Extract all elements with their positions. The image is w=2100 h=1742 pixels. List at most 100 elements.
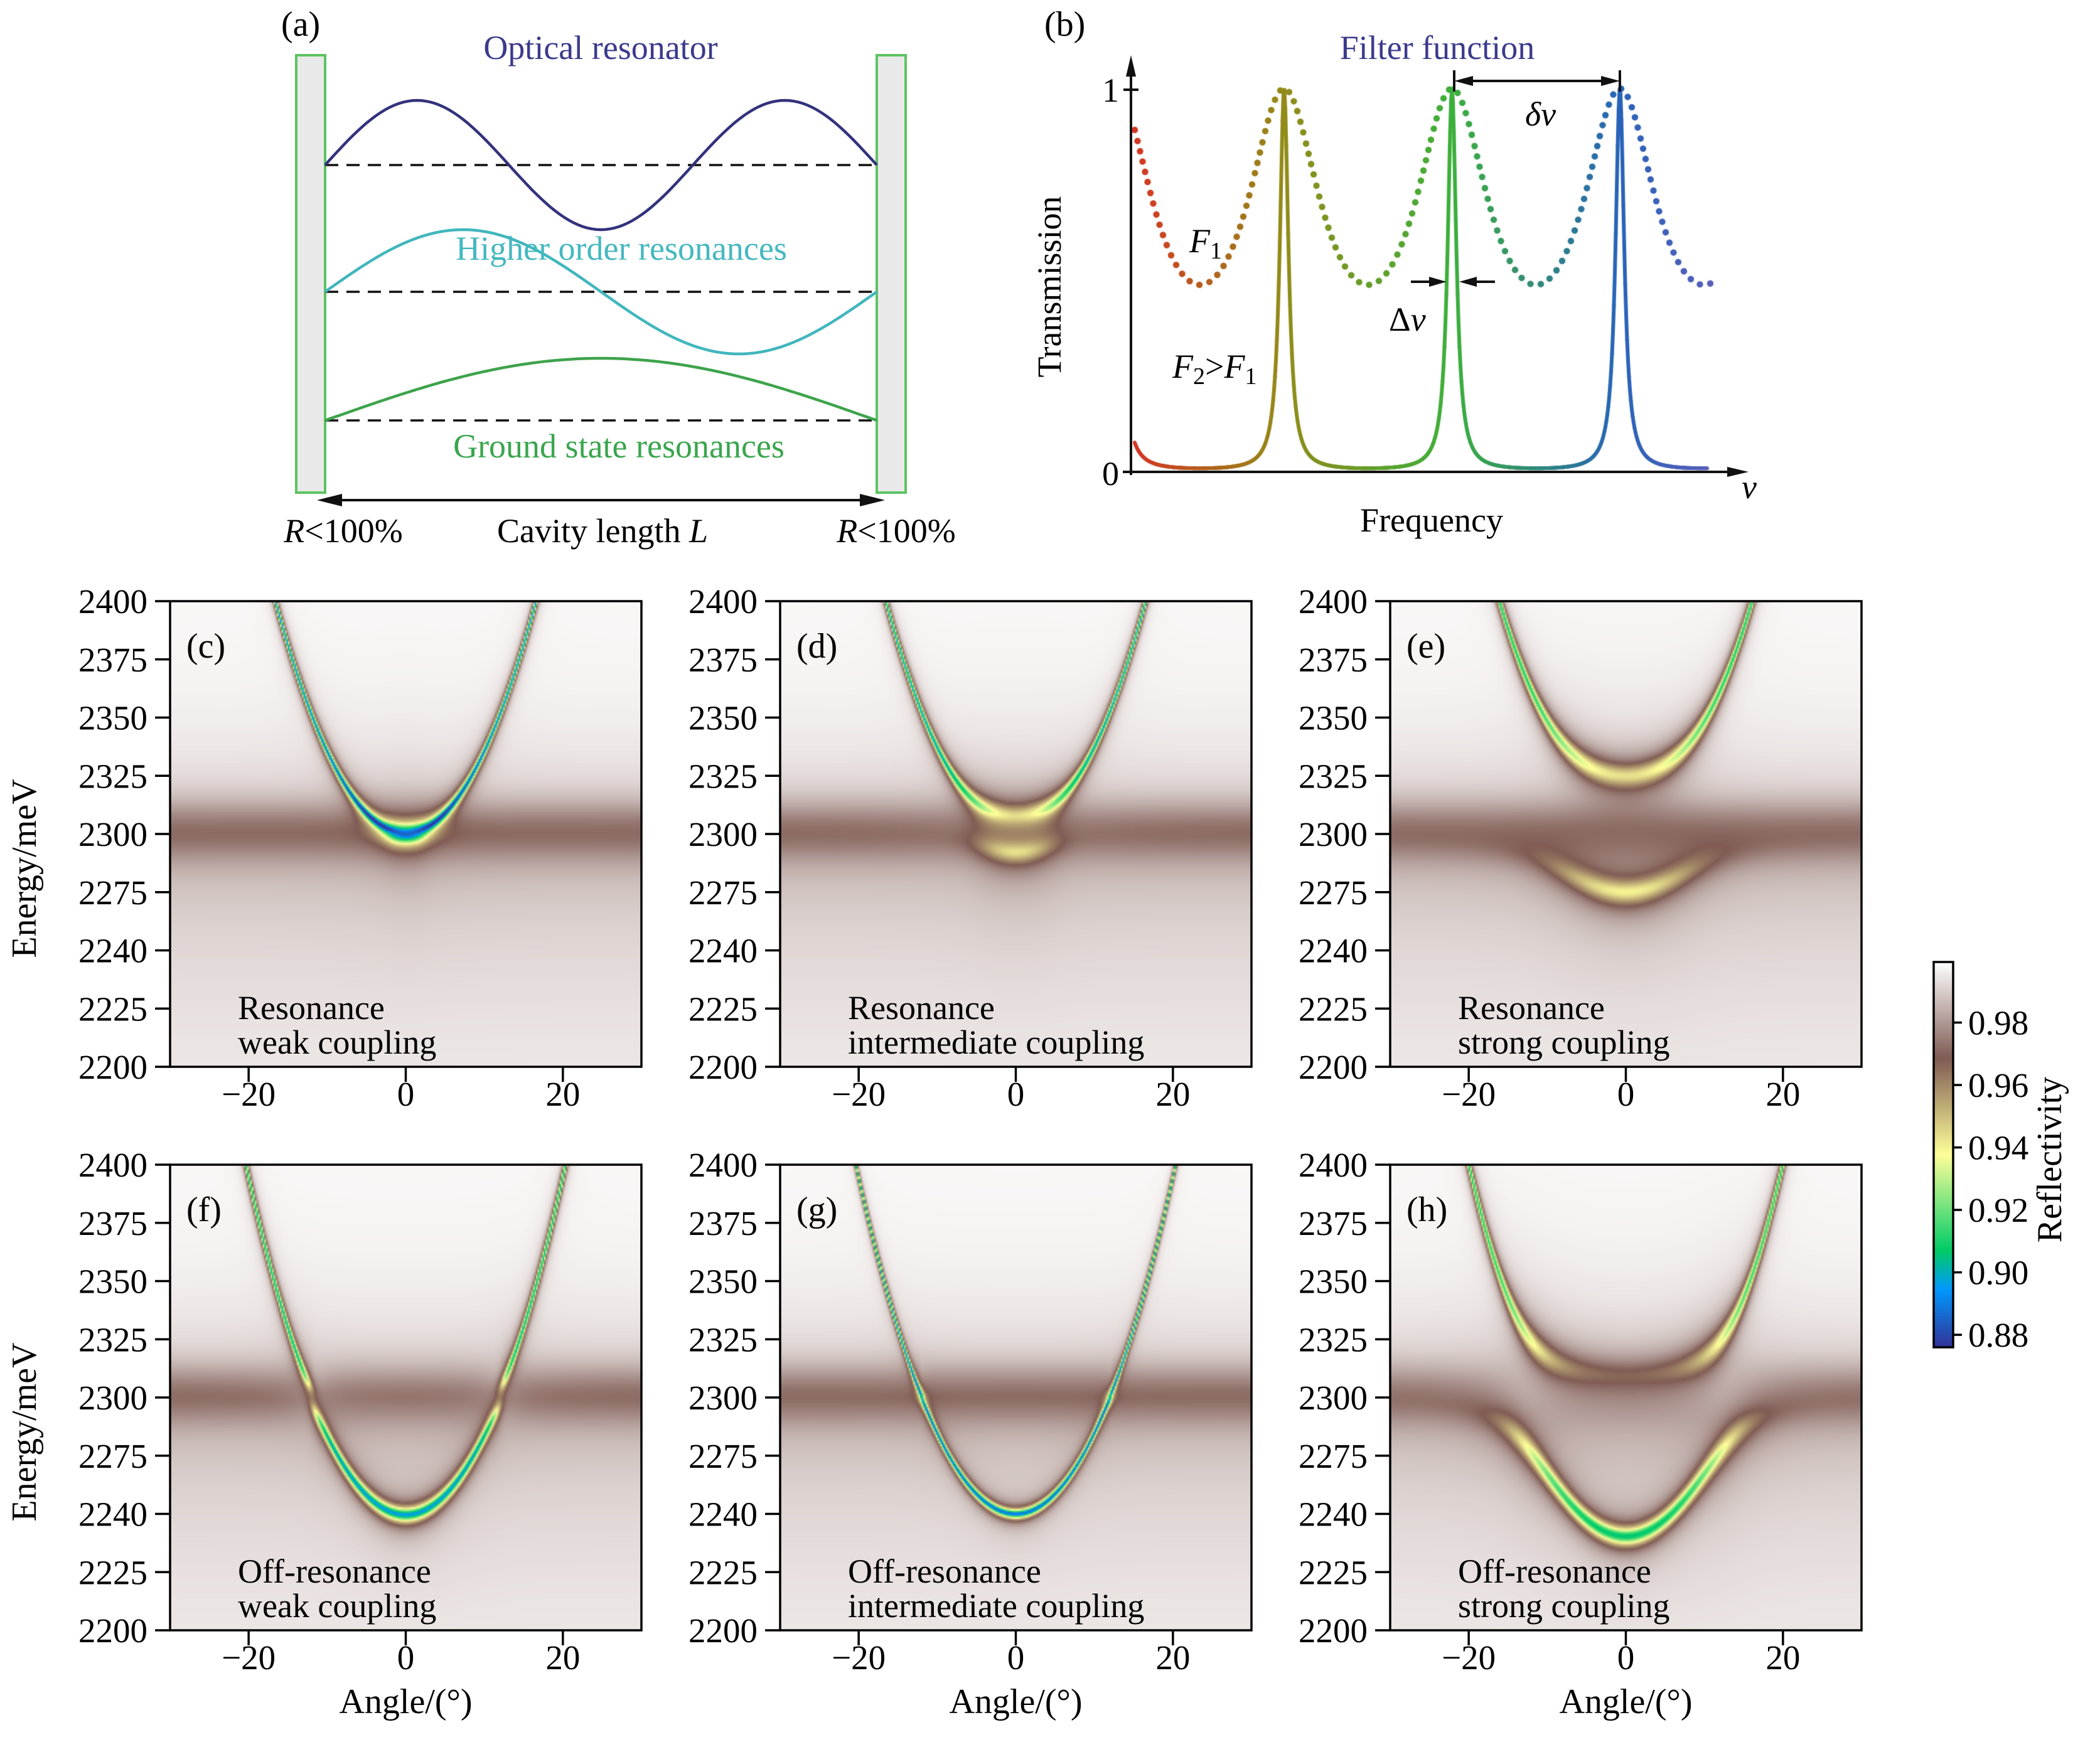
svg-text:2240: 2240 bbox=[688, 1495, 758, 1534]
svg-text:Off-resonance: Off-resonance bbox=[238, 1552, 431, 1590]
svg-text:2225: 2225 bbox=[1299, 1553, 1368, 1591]
svg-text:2275: 2275 bbox=[1299, 1437, 1368, 1475]
svg-text:2325: 2325 bbox=[1299, 757, 1368, 795]
svg-text:2325: 2325 bbox=[1299, 1320, 1368, 1359]
svg-text:Energy/meV: Energy/meV bbox=[5, 779, 44, 958]
svg-text:2240: 2240 bbox=[78, 932, 147, 970]
svg-text:(c): (c) bbox=[186, 627, 225, 666]
svg-text:20: 20 bbox=[545, 1638, 580, 1677]
svg-text:2300: 2300 bbox=[1299, 815, 1368, 853]
svg-text:0.88: 0.88 bbox=[1968, 1316, 2028, 1354]
svg-text:2325: 2325 bbox=[78, 757, 147, 795]
svg-text:0: 0 bbox=[1617, 1638, 1635, 1677]
svg-text:2225: 2225 bbox=[688, 990, 758, 1028]
svg-text:0.94: 0.94 bbox=[1968, 1129, 2028, 1167]
svg-text:20: 20 bbox=[1155, 1638, 1190, 1677]
svg-text:2240: 2240 bbox=[1299, 1495, 1368, 1534]
svg-text:Filter function: Filter function bbox=[1340, 29, 1535, 67]
svg-text:(g): (g) bbox=[796, 1190, 837, 1229]
svg-text:2375: 2375 bbox=[688, 641, 758, 679]
svg-text:0: 0 bbox=[1102, 455, 1119, 493]
svg-text:2400: 2400 bbox=[1299, 582, 1368, 621]
svg-text:2375: 2375 bbox=[78, 1204, 147, 1242]
svg-text:0.98: 0.98 bbox=[1968, 1004, 2028, 1042]
svg-text:strong coupling: strong coupling bbox=[1458, 1587, 1669, 1625]
svg-text:−20: −20 bbox=[222, 1638, 276, 1677]
svg-text:Resonance: Resonance bbox=[848, 989, 995, 1027]
svg-text:2375: 2375 bbox=[78, 641, 147, 679]
svg-text:−20: −20 bbox=[1442, 1075, 1496, 1113]
svg-text:F1: F1 bbox=[1189, 222, 1222, 264]
svg-text:2350: 2350 bbox=[78, 1263, 147, 1301]
svg-text:2275: 2275 bbox=[1299, 874, 1368, 912]
svg-text:−20: −20 bbox=[222, 1075, 276, 1113]
svg-text:Angle/(°): Angle/(°) bbox=[339, 1682, 472, 1721]
svg-text:2300: 2300 bbox=[688, 815, 758, 853]
svg-text:2350: 2350 bbox=[1299, 1263, 1368, 1301]
svg-text:2325: 2325 bbox=[78, 1320, 147, 1359]
svg-text:0: 0 bbox=[397, 1075, 415, 1113]
svg-text:0: 0 bbox=[1007, 1075, 1025, 1113]
svg-text:(a): (a) bbox=[281, 5, 320, 44]
svg-text:−20: −20 bbox=[832, 1638, 886, 1677]
svg-text:0: 0 bbox=[1617, 1075, 1635, 1113]
svg-text:2400: 2400 bbox=[688, 582, 758, 621]
svg-text:0.90: 0.90 bbox=[1968, 1254, 2028, 1292]
svg-text:Ground state resonances: Ground state resonances bbox=[453, 427, 785, 465]
svg-text:0.96: 0.96 bbox=[1968, 1066, 2028, 1104]
svg-text:2200: 2200 bbox=[1299, 1611, 1368, 1650]
svg-text:strong coupling: strong coupling bbox=[1458, 1023, 1669, 1061]
svg-text:2300: 2300 bbox=[688, 1379, 758, 1417]
svg-text:Reflectivity: Reflectivity bbox=[2030, 1077, 2069, 1242]
svg-text:(b): (b) bbox=[1044, 5, 1085, 44]
svg-text:(d): (d) bbox=[796, 627, 837, 666]
svg-text:2275: 2275 bbox=[78, 1437, 147, 1475]
svg-text:2240: 2240 bbox=[78, 1495, 147, 1534]
svg-text:Resonance: Resonance bbox=[1458, 989, 1605, 1027]
svg-text:0: 0 bbox=[1007, 1638, 1025, 1677]
svg-text:R<100%: R<100% bbox=[283, 512, 402, 550]
svg-text:ν: ν bbox=[1742, 468, 1757, 506]
svg-text:Frequency: Frequency bbox=[1360, 501, 1503, 539]
svg-text:2275: 2275 bbox=[688, 1437, 758, 1475]
svg-text:2275: 2275 bbox=[78, 874, 147, 912]
svg-text:2400: 2400 bbox=[1299, 1146, 1368, 1184]
svg-text:2225: 2225 bbox=[78, 990, 147, 1028]
svg-text:2240: 2240 bbox=[688, 932, 758, 970]
svg-text:Cavity length L: Cavity length L bbox=[497, 512, 708, 550]
svg-text:intermediate coupling: intermediate coupling bbox=[848, 1023, 1144, 1061]
svg-text:20: 20 bbox=[1155, 1075, 1190, 1113]
svg-text:F2>F1: F2>F1 bbox=[1172, 348, 1256, 390]
svg-text:Energy/meV: Energy/meV bbox=[5, 1342, 44, 1521]
svg-text:2200: 2200 bbox=[688, 1611, 758, 1650]
svg-text:Angle/(°): Angle/(°) bbox=[949, 1682, 1082, 1721]
svg-text:Δν: Δν bbox=[1389, 301, 1426, 338]
svg-text:2200: 2200 bbox=[1299, 1048, 1368, 1086]
svg-text:(e): (e) bbox=[1406, 627, 1445, 666]
svg-text:2300: 2300 bbox=[78, 815, 147, 853]
svg-text:Optical resonator: Optical resonator bbox=[483, 29, 717, 67]
svg-text:2375: 2375 bbox=[1299, 641, 1368, 679]
svg-text:2375: 2375 bbox=[1299, 1204, 1368, 1242]
svg-text:2300: 2300 bbox=[78, 1379, 147, 1417]
svg-text:2225: 2225 bbox=[688, 1553, 758, 1591]
svg-text:2350: 2350 bbox=[1299, 699, 1368, 737]
svg-text:2400: 2400 bbox=[78, 1146, 147, 1184]
svg-text:weak coupling: weak coupling bbox=[238, 1023, 436, 1061]
svg-text:2275: 2275 bbox=[688, 874, 758, 912]
svg-text:2200: 2200 bbox=[78, 1611, 147, 1650]
svg-text:2400: 2400 bbox=[688, 1146, 758, 1184]
svg-text:R<100%: R<100% bbox=[836, 512, 955, 550]
svg-text:Off-resonance: Off-resonance bbox=[848, 1552, 1041, 1590]
svg-text:2325: 2325 bbox=[688, 757, 758, 795]
svg-text:weak coupling: weak coupling bbox=[238, 1587, 436, 1625]
svg-text:(f): (f) bbox=[186, 1190, 222, 1229]
svg-text:Higher order resonances: Higher order resonances bbox=[456, 230, 787, 267]
svg-text:δν: δν bbox=[1525, 95, 1556, 133]
svg-text:0.92: 0.92 bbox=[1968, 1191, 2028, 1229]
svg-text:intermediate coupling: intermediate coupling bbox=[848, 1587, 1144, 1625]
svg-text:−20: −20 bbox=[832, 1075, 886, 1113]
svg-text:2300: 2300 bbox=[1299, 1379, 1368, 1417]
svg-text:2225: 2225 bbox=[78, 1553, 147, 1591]
svg-text:2350: 2350 bbox=[78, 699, 147, 737]
